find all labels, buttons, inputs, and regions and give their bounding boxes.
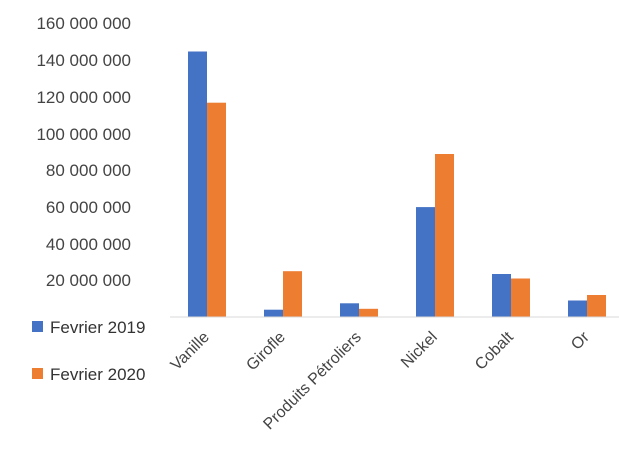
bar-fevrier-2019-produits-pétroliers [340, 303, 359, 317]
y-tick-label: 40 000 000 [46, 235, 131, 254]
bar-fevrier-2020-girofle [283, 271, 302, 317]
bar-fevrier-2020-nickel [435, 154, 454, 317]
category-labels: Vanille Girofle Produits Pétroliers Nick… [168, 328, 594, 433]
bar-fevrier-2020-or [587, 295, 606, 317]
category-label: Nickel [398, 329, 441, 372]
bars [188, 51, 606, 317]
bar-fevrier-2019-nickel [416, 207, 435, 317]
bar-fevrier-2020-vanille [207, 102, 226, 317]
category-label: Or [568, 328, 593, 353]
y-tick-label: 120 000 000 [36, 88, 131, 107]
y-axis-ticks: 160 000 000 140 000 000 120 000 000 100 … [36, 14, 131, 290]
bar-fevrier-2019-cobalt [492, 274, 511, 317]
legend-swatch-2020 [32, 368, 43, 379]
y-tick-label: 100 000 000 [36, 125, 131, 144]
bar-fevrier-2019-girofle [264, 309, 283, 317]
category-label: Girofle [243, 329, 288, 374]
y-tick-label: 20 000 000 [46, 271, 131, 290]
legend-label-2020: Fevrier 2020 [50, 365, 145, 384]
bar-fevrier-2020-produits-pétroliers [359, 308, 378, 317]
y-tick-label: 80 000 000 [46, 161, 131, 180]
y-tick-label: 140 000 000 [36, 51, 131, 70]
y-tick-label: 160 000 000 [36, 14, 131, 33]
bar-fevrier-2020-cobalt [511, 278, 530, 317]
legend: Fevrier 2019 Fevrier 2020 [32, 318, 145, 384]
legend-label-2019: Fevrier 2019 [50, 318, 145, 337]
y-tick-label: 60 000 000 [46, 198, 131, 217]
bar-fevrier-2019-vanille [188, 51, 207, 317]
legend-swatch-2019 [32, 321, 43, 332]
category-label: Vanille [168, 329, 213, 374]
bar-fevrier-2019-or [568, 300, 587, 317]
category-label: Cobalt [472, 328, 517, 373]
